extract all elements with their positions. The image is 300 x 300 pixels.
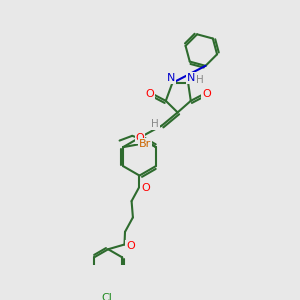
Text: Cl: Cl [101,293,112,300]
Text: N: N [167,73,175,83]
Text: H: H [196,75,204,85]
Text: O: O [202,89,211,99]
Text: O: O [141,183,150,193]
Text: O: O [136,134,145,143]
Text: H: H [152,119,159,129]
Text: Br: Br [139,139,152,149]
Text: O: O [126,241,135,251]
Text: N: N [187,73,195,83]
Text: O: O [146,89,154,99]
